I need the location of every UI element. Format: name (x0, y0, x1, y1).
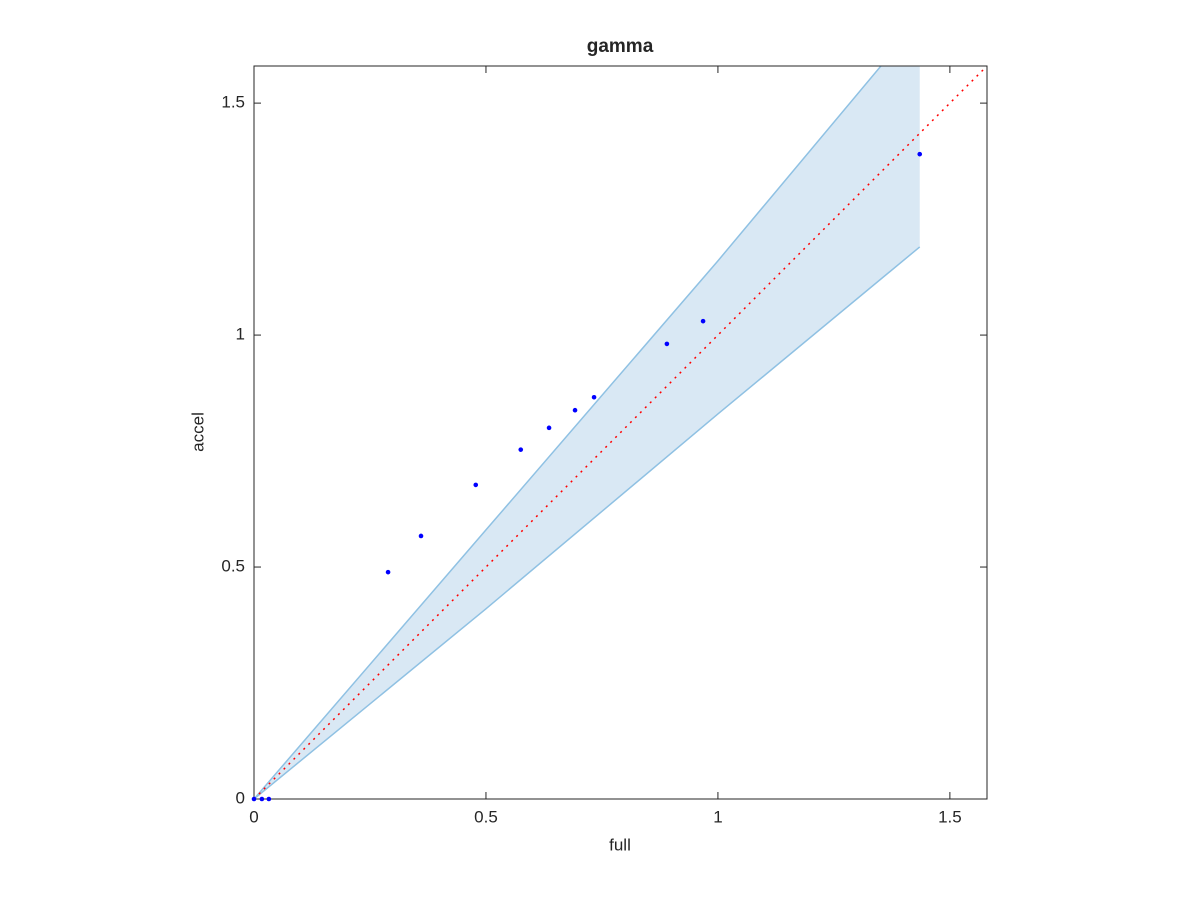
point (664, 341, 670, 347)
point (259, 796, 265, 802)
y-tick-label: 1.5 (221, 93, 245, 112)
y-tick-label: 0 (236, 788, 245, 807)
y-tick-label: 0.5 (221, 557, 245, 576)
x-tick-label: 1.5 (938, 807, 962, 826)
point (917, 151, 923, 157)
band-upper (254, 66, 882, 799)
chart-title: gamma (587, 36, 654, 57)
band-fill (254, 66, 920, 799)
point (266, 796, 272, 802)
x-tick-label: 1 (713, 807, 722, 826)
point (700, 318, 706, 324)
point (251, 796, 257, 802)
x-tick-label: 0.5 (474, 807, 498, 826)
point (418, 533, 424, 539)
y-axis-label: accel (188, 412, 207, 452)
y-tick-label: 1 (236, 325, 245, 344)
reference-line (254, 66, 987, 799)
point (572, 407, 578, 413)
point (518, 447, 524, 452)
point (385, 569, 391, 575)
axes-box (253, 65, 988, 800)
plot-area (254, 66, 987, 799)
band-lower (254, 246, 921, 799)
x-tick-label: 0 (249, 807, 258, 826)
x-axis-label: full (609, 835, 631, 854)
point (473, 482, 479, 488)
point (546, 425, 552, 431)
point (591, 394, 597, 400)
